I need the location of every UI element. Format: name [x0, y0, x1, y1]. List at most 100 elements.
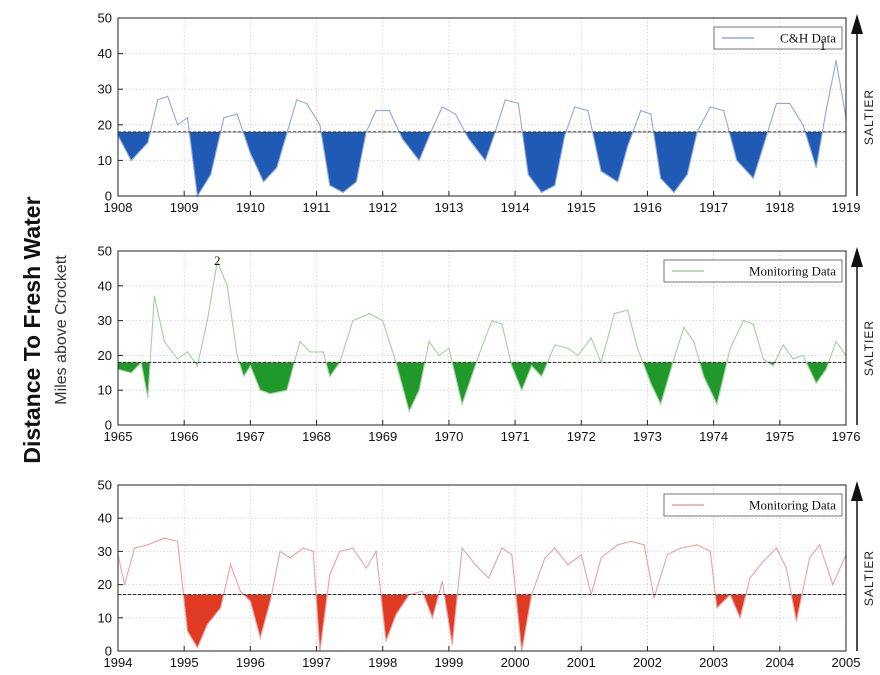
- data-point: [352, 319, 354, 322]
- annotation-label: 2: [214, 253, 221, 268]
- data-point: [130, 372, 132, 374]
- data-point: [206, 623, 209, 626]
- data-point: [322, 351, 325, 353]
- saltier-label: SALTIER: [862, 320, 876, 376]
- data-point: [239, 590, 242, 592]
- data-point: [792, 358, 794, 360]
- x-tick-label: 1969: [368, 429, 397, 444]
- y-tick-label: 10: [98, 610, 112, 625]
- y-tick-label: 0: [105, 644, 112, 659]
- data-point: [501, 323, 503, 325]
- data-point: [329, 375, 331, 378]
- data-point: [461, 403, 463, 405]
- legend: Monitoring Data: [663, 493, 843, 517]
- series-line: [117, 60, 847, 198]
- data-point: [626, 309, 629, 312]
- x-tick-label: 1909: [170, 200, 199, 215]
- data-point: [653, 597, 655, 599]
- saltier-label: SALTIER: [862, 550, 876, 606]
- data-point: [309, 351, 311, 353]
- x-tick-label: 1970: [434, 429, 463, 444]
- data-point: [815, 382, 817, 385]
- x-tick-label: 2002: [633, 655, 662, 670]
- data-point: [269, 600, 272, 602]
- data-point: [448, 347, 450, 350]
- x-tick-label: 1995: [170, 655, 199, 670]
- data-point: [554, 344, 556, 346]
- y-tick-label: 0: [105, 189, 112, 204]
- y-tick-label: 0: [105, 418, 112, 433]
- data-point: [835, 340, 837, 343]
- legend-label: C&H Data: [780, 31, 836, 46]
- data-point: [616, 181, 619, 183]
- data-point: [554, 184, 556, 187]
- data-point: [431, 617, 434, 619]
- data-point: [762, 358, 765, 360]
- data-point: [580, 553, 583, 556]
- x-tick-label: 1910: [236, 200, 265, 215]
- data-point: [772, 365, 774, 367]
- saltier-arrow: SALTIER: [851, 247, 876, 425]
- data-point: [640, 109, 642, 112]
- data-point: [302, 547, 305, 549]
- data-point: [176, 358, 179, 360]
- data-point: [782, 344, 784, 346]
- data-point: [815, 166, 817, 169]
- data-point: [636, 347, 639, 350]
- x-tick-label: 1972: [567, 429, 596, 444]
- data-point: [825, 109, 827, 112]
- data-point: [818, 544, 821, 546]
- x-tick-label: 1976: [832, 429, 861, 444]
- data-point: [305, 102, 308, 105]
- y-tick-label: 20: [98, 117, 112, 132]
- data-point: [693, 340, 695, 343]
- data-point: [438, 354, 440, 357]
- data-point: [342, 191, 344, 194]
- data-point: [209, 173, 212, 176]
- data-point: [477, 354, 480, 357]
- x-tick-label: 1975: [765, 429, 794, 444]
- x-tick-label: 1997: [302, 655, 331, 670]
- data-point: [186, 630, 189, 632]
- data-point: [491, 319, 493, 322]
- data-point: [716, 403, 718, 405]
- x-tick-label: 1915: [567, 200, 596, 215]
- x-tick-label: 1965: [104, 429, 133, 444]
- data-point: [696, 544, 698, 546]
- data-point: [352, 547, 354, 549]
- data-point: [312, 550, 315, 553]
- data-point: [441, 580, 444, 583]
- data-point: [166, 95, 169, 98]
- data-point: [775, 547, 778, 549]
- data-point: [299, 340, 301, 343]
- legend-label: Monitoring Data: [749, 264, 836, 279]
- data-point: [176, 540, 179, 543]
- data-point: [808, 557, 811, 559]
- data-point: [752, 177, 755, 179]
- data-point: [441, 106, 444, 108]
- data-point: [329, 573, 331, 576]
- data-point: [825, 368, 827, 371]
- data-point: [739, 617, 741, 619]
- data-point: [788, 102, 791, 105]
- data-point: [338, 550, 341, 553]
- legend: C&H Data: [713, 26, 843, 50]
- data-point: [147, 396, 149, 399]
- data-point: [421, 590, 424, 592]
- data-point: [835, 59, 837, 62]
- data-point: [286, 389, 288, 392]
- data-point: [679, 547, 682, 549]
- y-tick-label: 10: [98, 153, 112, 168]
- y-axis-subtitle: Miles above Crockett: [53, 255, 70, 405]
- data-point: [650, 113, 652, 115]
- y-tick-label: 40: [98, 46, 112, 61]
- data-point: [613, 312, 616, 315]
- plot-frame: [117, 250, 847, 426]
- x-tick-label: 1912: [368, 200, 397, 215]
- data-point: [163, 537, 166, 539]
- data-point: [229, 563, 232, 566]
- data-point: [133, 547, 136, 549]
- data-point: [484, 159, 487, 162]
- x-tick-label: 1974: [699, 429, 728, 444]
- data-point: [355, 181, 358, 183]
